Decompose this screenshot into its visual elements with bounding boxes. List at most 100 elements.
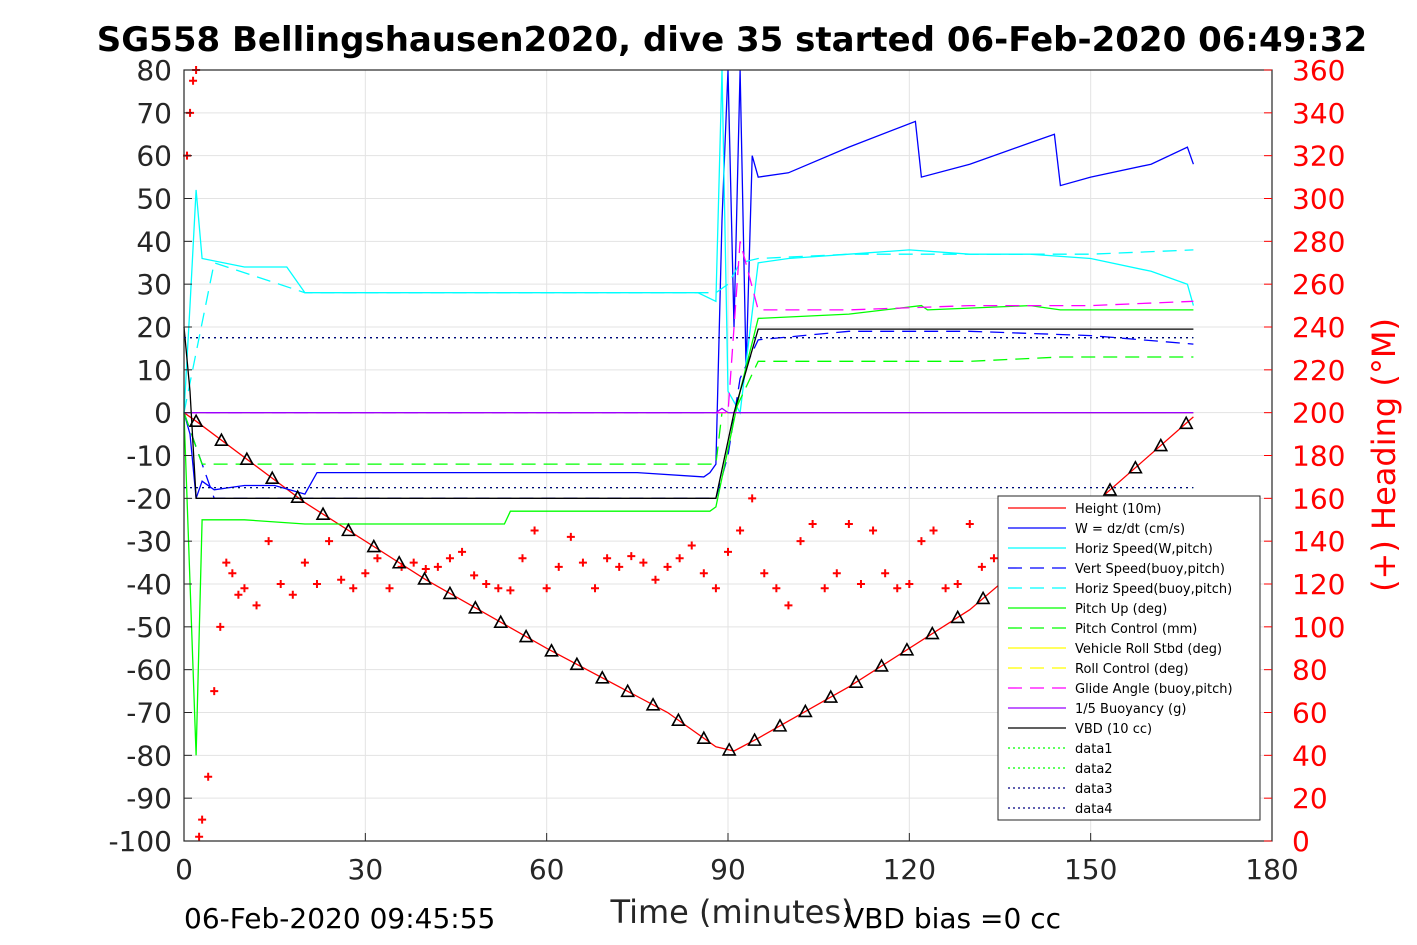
- legend-label-15: data4: [1075, 802, 1113, 817]
- heading-point: [554, 562, 563, 571]
- depth-marker: [1178, 415, 1194, 430]
- heading-point: [651, 575, 660, 584]
- right-tick-label: 40: [1292, 739, 1328, 772]
- right-tick-label: 240: [1292, 311, 1345, 344]
- left-tick-label: 40: [136, 225, 172, 258]
- legend-label-9: Glide Angle (buoy,pitch): [1075, 682, 1233, 697]
- heading-point: [881, 569, 890, 578]
- right-tick-label: 80: [1292, 654, 1328, 687]
- legend-label-5: Pitch Up (deg): [1075, 602, 1167, 617]
- heading-point: [603, 554, 612, 563]
- series-line-11: [183, 326, 1194, 499]
- heading-point: [965, 520, 974, 529]
- x-tick-label: 30: [348, 853, 384, 886]
- depth-marker: [772, 718, 788, 732]
- heading-point: [760, 569, 769, 578]
- x-axis: 0 30 60 90 120 150 180: [175, 833, 1299, 886]
- heading-point: [373, 554, 382, 563]
- left-tick-label: 10: [136, 354, 172, 387]
- legend-label-3: Vert Speed(buoy,pitch): [1075, 562, 1225, 577]
- heading-point: [494, 584, 503, 593]
- heading-point: [210, 687, 219, 696]
- x-tick-label: 120: [883, 853, 936, 886]
- heading-point: [724, 547, 732, 556]
- depth-marker: [315, 506, 331, 520]
- heading-point: [808, 520, 817, 529]
- depth-marker: [696, 730, 712, 744]
- heading-point: [591, 584, 600, 593]
- heading-point: [518, 554, 527, 563]
- heading-point: [228, 569, 237, 578]
- heading-point: [844, 520, 853, 529]
- depth-marker: [1102, 482, 1118, 496]
- heading-point: [312, 580, 321, 588]
- legend-label-7: Vehicle Roll Stbd (deg): [1075, 642, 1222, 657]
- left-tick-label: -10: [126, 440, 172, 473]
- heading-point: [349, 584, 358, 593]
- right-tick-label: 140: [1292, 525, 1345, 558]
- heading-point: [736, 526, 745, 535]
- depth-marker: [975, 590, 991, 605]
- series-line-10: [184, 407, 1194, 414]
- heading-point: [385, 584, 394, 593]
- heading-point: [711, 584, 720, 593]
- heading-point: [337, 575, 346, 584]
- depth-marker: [569, 656, 585, 671]
- left-tick-label: -70: [126, 697, 172, 730]
- footer-timestamp: 06-Feb-2020 09:45:55: [184, 902, 495, 935]
- depth-marker: [594, 670, 610, 684]
- depth-marker: [1153, 437, 1169, 452]
- left-tick-label: 50: [136, 183, 172, 216]
- depth-marker: [442, 585, 458, 600]
- heading-point: [748, 494, 757, 503]
- series-line-0: [183, 412, 1194, 752]
- left-tick-label: -30: [126, 525, 172, 558]
- left-tick-label: 20: [136, 311, 172, 344]
- depth-marker: [239, 451, 255, 466]
- left-tick-label: -60: [126, 654, 172, 687]
- right-axis: 0 20 40 60 80 100 120 140 160 180 200 220 240 260 280 3…: [1264, 54, 1345, 858]
- legend-label-12: data1: [1075, 742, 1113, 757]
- heading-point: [578, 558, 587, 567]
- heading-point: [458, 547, 467, 556]
- depth-marker: [214, 432, 229, 447]
- heading-point: [445, 554, 454, 563]
- left-tick-label: 70: [136, 97, 172, 130]
- right-tick-label: 200: [1292, 397, 1345, 430]
- heading-point: [905, 580, 914, 588]
- legend-label-6: Pitch Control (mm): [1075, 622, 1197, 637]
- left-tick-label: 80: [136, 54, 172, 87]
- depth-marker: [671, 712, 686, 727]
- x-tick-label: 0: [175, 853, 193, 886]
- x-tick-label: 150: [1064, 853, 1117, 886]
- heading-point: [687, 541, 696, 550]
- x-tick-label: 60: [529, 853, 565, 886]
- heading-point: [772, 584, 781, 593]
- right-tick-label: 300: [1292, 183, 1345, 216]
- x-axis-label: Time (minutes): [610, 893, 854, 931]
- left-tick-label: -90: [126, 782, 172, 815]
- heading-point: [234, 590, 243, 599]
- heading-point: [264, 537, 273, 546]
- left-tick-label: -40: [126, 568, 172, 601]
- left-tick-label: 60: [136, 140, 172, 173]
- heading-point: [433, 562, 442, 571]
- heading-point: [325, 537, 334, 546]
- right-tick-label: 360: [1292, 54, 1345, 87]
- heading-point: [361, 569, 370, 578]
- heading-point: [195, 832, 204, 841]
- chart-title: SG558 Bellingshausen2020, dive 35 starte…: [97, 20, 1367, 60]
- heading-point: [929, 526, 938, 535]
- depth-marker: [645, 697, 661, 711]
- depth-marker: [924, 625, 940, 640]
- depth-marker: [366, 538, 382, 553]
- right-axis-label: (+) Heading (°M): [1365, 318, 1403, 592]
- depth-marker: [950, 609, 966, 624]
- left-tick-label: -20: [126, 482, 172, 515]
- heading-point: [663, 562, 672, 571]
- heading-point: [893, 584, 902, 593]
- depth-marker: [493, 614, 509, 629]
- x-tick-label: 90: [710, 853, 746, 886]
- legend-label-8: Roll Control (deg): [1075, 662, 1189, 677]
